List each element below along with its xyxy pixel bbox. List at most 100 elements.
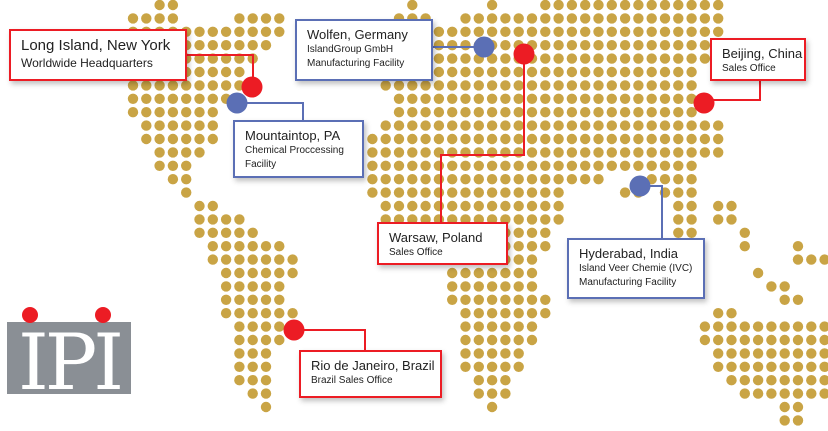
land-dot: [154, 13, 165, 24]
land-dot: [473, 187, 484, 198]
land-dot: [779, 348, 790, 359]
land-dot: [619, 26, 631, 37]
land-dot: [207, 26, 218, 37]
land-dot: [633, 40, 644, 51]
land-dot: [486, 80, 498, 91]
land-dot: [540, 0, 551, 11]
land-dot: [739, 241, 750, 252]
land-dot: [141, 80, 152, 91]
land-dot: [526, 160, 538, 171]
land-dot: [513, 334, 524, 346]
land-dot: [486, 308, 498, 319]
land-dot: [686, 187, 697, 198]
land-dot: [686, 200, 697, 212]
land-dot: [593, 80, 604, 91]
land-dot: [367, 133, 378, 145]
land-dot: [619, 147, 631, 158]
land-dot: [646, 93, 657, 105]
land-dot: [447, 160, 458, 171]
land-dot: [207, 133, 218, 145]
land-dot: [553, 187, 564, 198]
land-dot: [247, 13, 258, 24]
land-dot: [566, 147, 578, 158]
land-dot: [739, 388, 750, 399]
land-dot: [194, 66, 205, 78]
location-card-wolfen: Wolfen, Germany IslandGroup GmbH Manufac…: [295, 19, 433, 81]
land-dot: [473, 133, 484, 145]
land-dot: [513, 174, 524, 185]
land-dot: [234, 267, 245, 279]
land-dot: [739, 361, 750, 372]
land-dot: [553, 160, 564, 171]
land-dot: [274, 281, 285, 292]
land-dot: [606, 147, 617, 158]
land-dot: [460, 26, 471, 37]
land-dot: [274, 254, 285, 265]
land-dot: [234, 13, 245, 24]
land-dot: [141, 133, 152, 145]
location-markers: [226, 36, 715, 341]
land-dot: [619, 160, 631, 171]
land-dot: [580, 93, 591, 105]
land-dot: [686, 107, 697, 118]
land-dot: [540, 160, 551, 171]
land-dot: [526, 107, 538, 118]
land-dot: [234, 321, 245, 332]
land-dot: [566, 40, 578, 51]
land-dot: [220, 66, 232, 78]
land-dot: [779, 294, 790, 305]
land-dot: [566, 120, 578, 131]
land-dot: [699, 0, 711, 11]
land-dot: [633, 13, 644, 24]
land-dot: [606, 53, 617, 64]
land-dot: [500, 120, 511, 131]
land-dot: [739, 227, 750, 238]
land-dot: [207, 200, 218, 212]
land-dot: [473, 375, 484, 386]
land-dot: [540, 93, 551, 105]
land-dot: [500, 53, 511, 64]
location-desc: Brazil Sales Office: [311, 375, 393, 386]
land-dot: [673, 40, 684, 51]
land-dot: [247, 361, 258, 372]
land-dot: [447, 53, 458, 64]
land-dot: [699, 120, 711, 131]
land-dot: [234, 348, 245, 359]
land-dot: [713, 361, 724, 372]
location-card-warsaw: Warsaw, Poland Sales Office: [377, 222, 508, 265]
land-dot: [540, 40, 551, 51]
land-dot: [792, 401, 804, 413]
land-dot: [460, 214, 471, 225]
land-dot: [673, 227, 684, 238]
land-dot: [447, 120, 458, 131]
land-dot: [447, 66, 458, 78]
land-dot: [247, 281, 258, 292]
land-dot: [580, 66, 591, 78]
land-dot: [194, 107, 205, 118]
marker-hyderabad: [629, 175, 651, 197]
land-dot: [540, 66, 551, 78]
land-dot: [513, 26, 524, 37]
land-dot: [553, 93, 564, 105]
land-dot: [540, 241, 551, 252]
land-dot: [659, 80, 671, 91]
land-dot: [580, 160, 591, 171]
land-dot: [806, 361, 817, 372]
land-dot: [287, 308, 298, 319]
land-dot: [540, 308, 551, 319]
land-dot: [460, 361, 471, 372]
land-dot: [513, 66, 524, 78]
land-dot: [633, 26, 644, 37]
land-dot: [234, 40, 245, 51]
land-dot: [713, 214, 724, 225]
land-dot: [553, 107, 564, 118]
land-dot: [526, 120, 538, 131]
land-dot: [473, 107, 484, 118]
land-dot: [500, 174, 511, 185]
land-dot: [673, 26, 684, 37]
land-dot: [566, 160, 578, 171]
land-dot: [513, 80, 524, 91]
land-dot: [779, 401, 790, 413]
land-dot: [407, 200, 418, 212]
land-dot: [260, 401, 272, 413]
